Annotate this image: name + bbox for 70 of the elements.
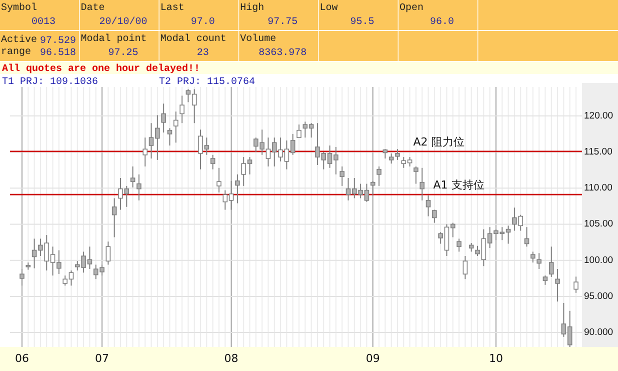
candlestick (388, 152, 394, 164)
y-tick-label: 90.000 (584, 327, 614, 338)
text: Date (80, 3, 105, 14)
text: 97.0 (190, 17, 215, 28)
text: 97.75 (268, 17, 298, 28)
candlestick (548, 246, 554, 278)
y-tick-label: 95.000 (584, 290, 614, 302)
candlestick (462, 256, 468, 280)
x-tick-label: 07 (95, 352, 110, 365)
text: 8363.978 (258, 48, 307, 59)
text: 97.25 (108, 48, 138, 59)
y-tick-label: 105.00 (584, 218, 614, 230)
candlestick (555, 268, 560, 302)
candlestick (530, 251, 536, 263)
y-tick-label: 100.00 (584, 254, 614, 266)
candlestick (173, 111, 178, 144)
ref-line-label: A1 支持位 (433, 178, 484, 192)
candlestick (167, 128, 172, 146)
annotation: T1 PRJ: 109.1036 (2, 77, 98, 88)
text: 0013 (31, 17, 56, 28)
candlestick (370, 180, 376, 196)
text: 95.5 (350, 17, 374, 28)
candlestick (536, 252, 542, 270)
text: 20/10/00 (99, 16, 148, 28)
x-tick-label: 10 (488, 352, 503, 365)
text: Symbol (1, 2, 38, 14)
text: Active range (1, 35, 38, 58)
x-tick-label: 06 (15, 352, 29, 365)
x-tick-label: 08 (224, 352, 238, 365)
text: Last (160, 3, 184, 14)
candlestick (106, 241, 111, 266)
candlestick (180, 95, 184, 124)
chart-title: All quotes are one hour delayed!! (2, 63, 200, 75)
candlestick (161, 103, 166, 133)
y-tick-label: 110.00 (584, 182, 612, 194)
text: 23 (196, 48, 209, 59)
candlestick (20, 268, 24, 286)
annotation: T2 PRJ: 115.0764 (159, 77, 256, 88)
candlestick (456, 238, 462, 252)
candlestick (235, 174, 240, 204)
candlestick (426, 194, 431, 217)
candlestick (432, 209, 437, 224)
text: 97.529 96.518 (40, 36, 76, 59)
text: High (240, 2, 264, 14)
candlestick (112, 198, 117, 238)
candlestick (382, 148, 388, 159)
text: Modal count (160, 33, 226, 45)
text: Volume (240, 33, 276, 45)
candlestick (142, 137, 148, 167)
text: 96.0 (430, 17, 454, 28)
y-tick-label: 115.00 (584, 146, 612, 158)
candlestick (210, 154, 216, 170)
candlestick (216, 167, 222, 193)
candlestick (296, 124, 302, 138)
text: Low (320, 3, 338, 14)
y-tick-label: 120.00 (584, 110, 614, 122)
candlestick (130, 166, 136, 188)
candlestick (574, 276, 578, 294)
candlestick (542, 275, 548, 286)
candlestick (395, 148, 400, 160)
candlestick (340, 166, 344, 186)
candlestick (420, 167, 425, 201)
candlestick (376, 166, 382, 186)
candlestick (136, 174, 142, 201)
ref-line-label: A2 阻力位 (413, 135, 464, 148)
text: Modal point (80, 33, 147, 45)
text: Open (400, 3, 424, 14)
candlestick (414, 166, 418, 184)
candlestick (524, 226, 530, 248)
x-tick-label: 09 (366, 352, 380, 365)
